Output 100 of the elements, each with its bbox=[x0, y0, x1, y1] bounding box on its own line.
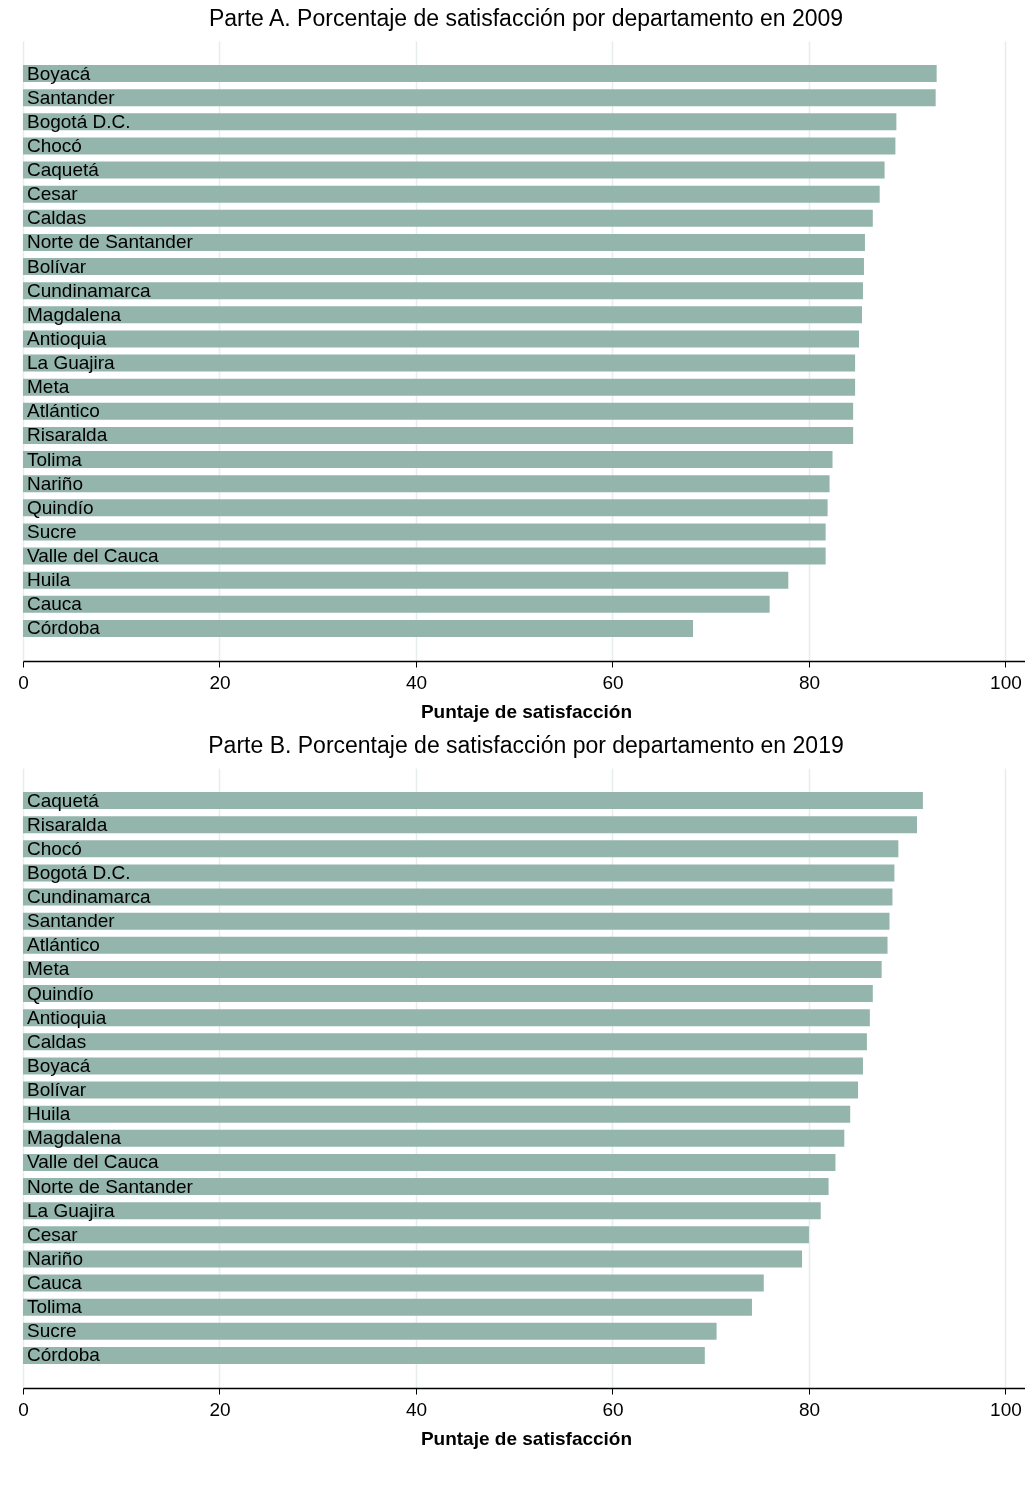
bar bbox=[23, 499, 828, 517]
bar bbox=[23, 523, 826, 541]
y-tick-label: Valle del Cauca bbox=[27, 1151, 160, 1173]
bar bbox=[23, 1274, 764, 1292]
y-tick-label: Quindío bbox=[27, 982, 94, 1004]
x-tick-label: 20 bbox=[209, 671, 231, 693]
y-tick-label: Atlántico bbox=[27, 400, 100, 422]
y-tick-label: Cundinamarca bbox=[27, 279, 151, 301]
bar bbox=[23, 89, 936, 107]
y-tick-label: Magdalena bbox=[27, 1127, 122, 1149]
y-tick-label: Cesar bbox=[27, 183, 79, 205]
y-tick-label: Boyacá bbox=[27, 1054, 91, 1076]
y-tick-label: Meta bbox=[27, 376, 70, 398]
y-tick-label: Chocó bbox=[27, 837, 82, 859]
x-tick-label: 60 bbox=[602, 671, 624, 693]
bar bbox=[23, 1346, 705, 1364]
y-tick-label: Tolima bbox=[27, 448, 83, 470]
bar bbox=[23, 475, 830, 493]
bar bbox=[23, 161, 885, 179]
chart-title: Parte A. Porcentaje de satisfacción por departamento en 2009 bbox=[208, 5, 844, 31]
bar bbox=[23, 840, 899, 858]
bar bbox=[23, 936, 888, 954]
y-tick-label: Córdoba bbox=[27, 617, 101, 639]
y-tick-label: Risaralda bbox=[27, 424, 108, 446]
bar bbox=[23, 258, 864, 276]
x-tick-label: 0 bbox=[18, 1398, 29, 1420]
y-tick-label: La Guajira bbox=[27, 1199, 116, 1221]
y-tick-label: Boyacá bbox=[27, 62, 91, 84]
x-axis-title: Puntaje de satisfacción bbox=[420, 700, 633, 722]
bar bbox=[23, 1057, 863, 1075]
bar bbox=[23, 1322, 717, 1340]
y-tick-label: Caldas bbox=[27, 207, 87, 229]
y-tick-label: Huila bbox=[27, 1103, 71, 1125]
bar bbox=[23, 282, 863, 300]
y-tick-label: Caquetá bbox=[27, 789, 100, 811]
bar bbox=[23, 209, 873, 227]
y-tick-label: Huila bbox=[27, 569, 71, 591]
y-tick-label: Norte de Santander bbox=[27, 231, 194, 253]
bar bbox=[23, 137, 896, 155]
y-tick-label: Cundinamarca bbox=[27, 886, 151, 908]
bar bbox=[23, 402, 854, 420]
bar bbox=[23, 1298, 752, 1316]
y-tick-label: Meta bbox=[27, 958, 70, 980]
bar bbox=[23, 378, 856, 396]
x-tick-label: 80 bbox=[798, 1398, 821, 1420]
bar bbox=[23, 1033, 867, 1051]
y-tick-label: Bogotá D.C. bbox=[27, 110, 131, 132]
y-tick-label: Sucre bbox=[27, 520, 77, 542]
y-tick-label: Risaralda bbox=[27, 813, 108, 835]
y-tick-label: Atlántico bbox=[27, 934, 100, 956]
y-tick-label: Norte de Santander bbox=[27, 1175, 194, 1197]
x-tick-label: 80 bbox=[798, 671, 821, 693]
bar bbox=[23, 1178, 829, 1195]
bar bbox=[23, 330, 860, 348]
bar bbox=[23, 792, 923, 810]
bar bbox=[23, 234, 865, 251]
y-tick-label: Nariño bbox=[27, 1247, 83, 1269]
bar bbox=[23, 354, 856, 372]
y-tick-label: Bogotá D.C. bbox=[27, 861, 131, 883]
y-tick-label: Bolívar bbox=[27, 255, 87, 277]
bar bbox=[23, 65, 937, 83]
y-tick-label: Antioquia bbox=[27, 1006, 107, 1028]
x-tick-label: 20 bbox=[209, 1398, 231, 1420]
bar bbox=[23, 306, 862, 324]
bar bbox=[23, 1226, 809, 1244]
bar bbox=[23, 912, 890, 930]
bar bbox=[23, 426, 854, 444]
y-tick-label: Valle del Cauca bbox=[27, 545, 160, 567]
y-tick-label: Córdoba bbox=[27, 1344, 101, 1366]
y-tick-label: Sucre bbox=[27, 1320, 77, 1342]
x-tick-label: 60 bbox=[602, 1398, 624, 1420]
y-tick-label: Quindío bbox=[27, 496, 94, 518]
bar bbox=[23, 547, 826, 565]
bar bbox=[23, 816, 917, 834]
bar bbox=[23, 1129, 845, 1147]
y-tick-label: Cauca bbox=[27, 593, 83, 615]
bar bbox=[23, 1009, 870, 1027]
y-tick-label: Tolima bbox=[27, 1296, 83, 1318]
y-tick-label: Caldas bbox=[27, 1030, 87, 1052]
x-tick-label: 100 bbox=[990, 671, 1022, 693]
bar bbox=[23, 888, 893, 906]
bar bbox=[23, 451, 833, 468]
bar bbox=[23, 1153, 836, 1171]
x-tick-label: 40 bbox=[405, 671, 428, 693]
x-tick-label: 100 bbox=[990, 1398, 1022, 1420]
y-tick-label: Chocó bbox=[27, 134, 82, 156]
bar bbox=[23, 1105, 851, 1123]
y-tick-label: Nariño bbox=[27, 472, 83, 494]
bar bbox=[23, 1081, 859, 1099]
y-tick-label: Santander bbox=[27, 910, 116, 932]
bar bbox=[23, 619, 694, 637]
bar bbox=[23, 1202, 821, 1220]
bar bbox=[23, 864, 895, 882]
y-tick-label: Caquetá bbox=[27, 159, 100, 181]
bar bbox=[23, 961, 882, 978]
y-tick-label: La Guajira bbox=[27, 352, 116, 374]
y-tick-label: Magdalena bbox=[27, 303, 122, 325]
y-tick-label: Antioquia bbox=[27, 327, 107, 349]
y-tick-label: Bolívar bbox=[27, 1079, 87, 1101]
bar bbox=[23, 1250, 803, 1268]
